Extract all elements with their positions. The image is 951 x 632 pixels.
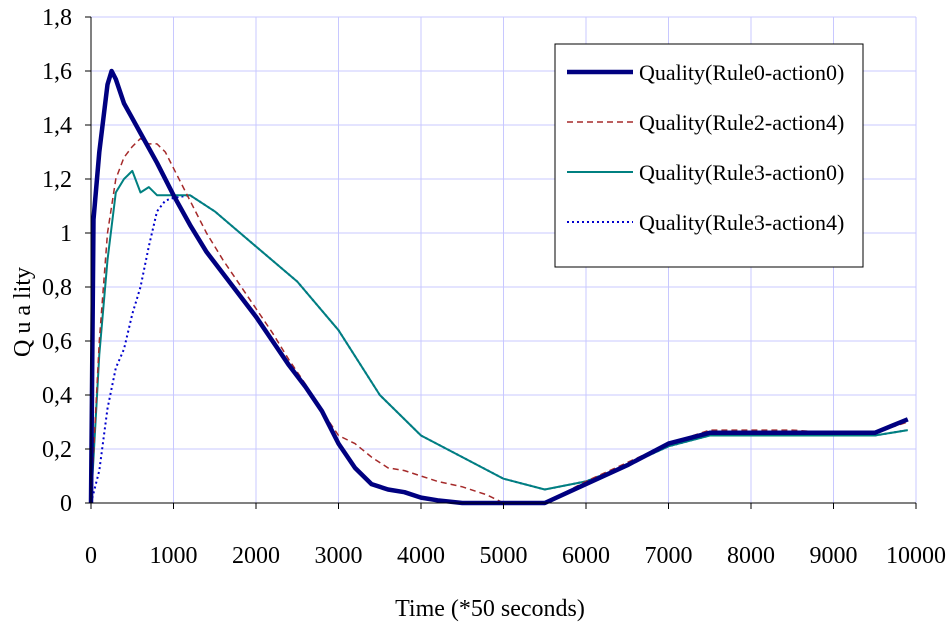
y-tick-label: 0,2 [42, 437, 72, 463]
y-tick-label: 1,4 [42, 113, 72, 139]
legend-label-3: Quality(Rule3-action0) [639, 160, 844, 185]
y-tick-label: 1,6 [42, 59, 72, 85]
legend: Quality(Rule0-action0) Quality(Rule2-acti… [554, 43, 864, 268]
series-line-3 [90, 169, 908, 504]
x-tick-label: 1000 [150, 543, 198, 569]
x-tick-labels: 0 1000 2000 3000 4000 5000 6000 7000 8000 9000 100… [85, 543, 946, 569]
y-axis-title: Q u a lity [10, 267, 36, 357]
axes [85, 16, 917, 509]
y-tick-label: 0,4 [42, 383, 72, 409]
series-lines [88, 68, 909, 506]
x-tick-label: 2000 [232, 543, 280, 569]
y-tick-label: 0,6 [42, 329, 72, 355]
x-tick-label: 7000 [645, 543, 693, 569]
y-tick-label: 0 [60, 491, 72, 517]
x-tick-label: 0 [85, 543, 97, 569]
legend-label-4: Quality(Rule3-action4) [639, 210, 844, 235]
legend-label-2: Quality(Rule2-action4) [639, 110, 844, 135]
x-tick-label: 3000 [315, 543, 363, 569]
y-tick-label: 1,2 [42, 167, 72, 193]
series-line-1 [88, 68, 909, 506]
x-tick-label: 5000 [480, 543, 528, 569]
x-tick-label: 9000 [810, 543, 858, 569]
legend-box [554, 43, 864, 268]
x-tick-label: 6000 [562, 543, 610, 569]
legend-label-1: Quality(Rule0-action0) [639, 60, 844, 85]
y-tick-label: 0,8 [42, 275, 72, 301]
x-tick-label: 4000 [397, 543, 445, 569]
x-tick-label: 10000 [886, 543, 946, 569]
y-tick-label: 1,8 [42, 5, 72, 31]
x-axis-title: Time (*50 seconds) [395, 596, 585, 622]
y-tick-label: 1 [60, 221, 72, 247]
y-tick-labels: 0 0,2 0,4 0,6 0,8 1 1,2 1,4 1,6 1,8 [42, 5, 72, 517]
x-tick-label: 8000 [727, 543, 775, 569]
